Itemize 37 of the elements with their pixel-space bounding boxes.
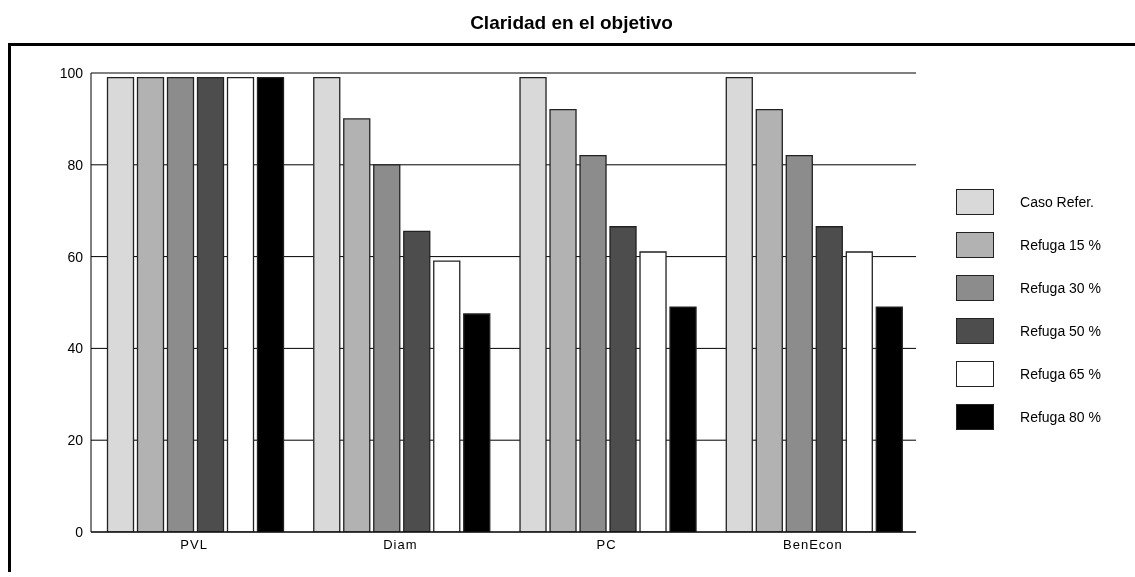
legend-label: Caso Refer.: [1020, 193, 1094, 210]
bar: [755, 109, 783, 532]
legend-label: Refuga 50 %: [1020, 322, 1101, 339]
bar: [785, 154, 813, 532]
bar: [403, 230, 431, 532]
y-tick-label: 40: [67, 340, 84, 357]
bar: [313, 76, 341, 532]
bar: [609, 226, 637, 532]
x-tick-label: PC: [596, 537, 617, 553]
bar: [166, 76, 195, 532]
bar: [519, 76, 547, 532]
bar: [136, 76, 165, 532]
bar: [579, 154, 607, 532]
y-tick-label: 100: [59, 64, 84, 81]
y-tick-label: 0: [75, 523, 84, 540]
bar: [373, 164, 401, 532]
legend-label: Refuga 15 %: [1020, 236, 1101, 253]
y-tick-label: 80: [67, 156, 84, 173]
bar: [815, 226, 843, 532]
x-tick-label: PVL: [180, 537, 208, 553]
bar: [106, 76, 135, 532]
legend-label: Refuga 65 %: [1020, 365, 1101, 382]
bar: [343, 118, 371, 532]
bar: [196, 76, 225, 532]
bar: [549, 109, 577, 532]
legend-label: Refuga 30 %: [1020, 279, 1101, 296]
x-tick-label: BenEcon: [783, 537, 843, 553]
bar: [639, 251, 667, 532]
legend-label: Refuga 80 %: [1020, 408, 1101, 425]
bar: [845, 251, 873, 532]
bar: [725, 76, 753, 532]
bar: [226, 76, 255, 532]
y-tick-label: 60: [67, 248, 84, 265]
chart-title: Claridad en el objetivo: [469, 11, 674, 35]
bar: [433, 260, 461, 532]
y-tick-label: 20: [67, 432, 84, 449]
x-tick-label: Diam: [383, 537, 418, 553]
